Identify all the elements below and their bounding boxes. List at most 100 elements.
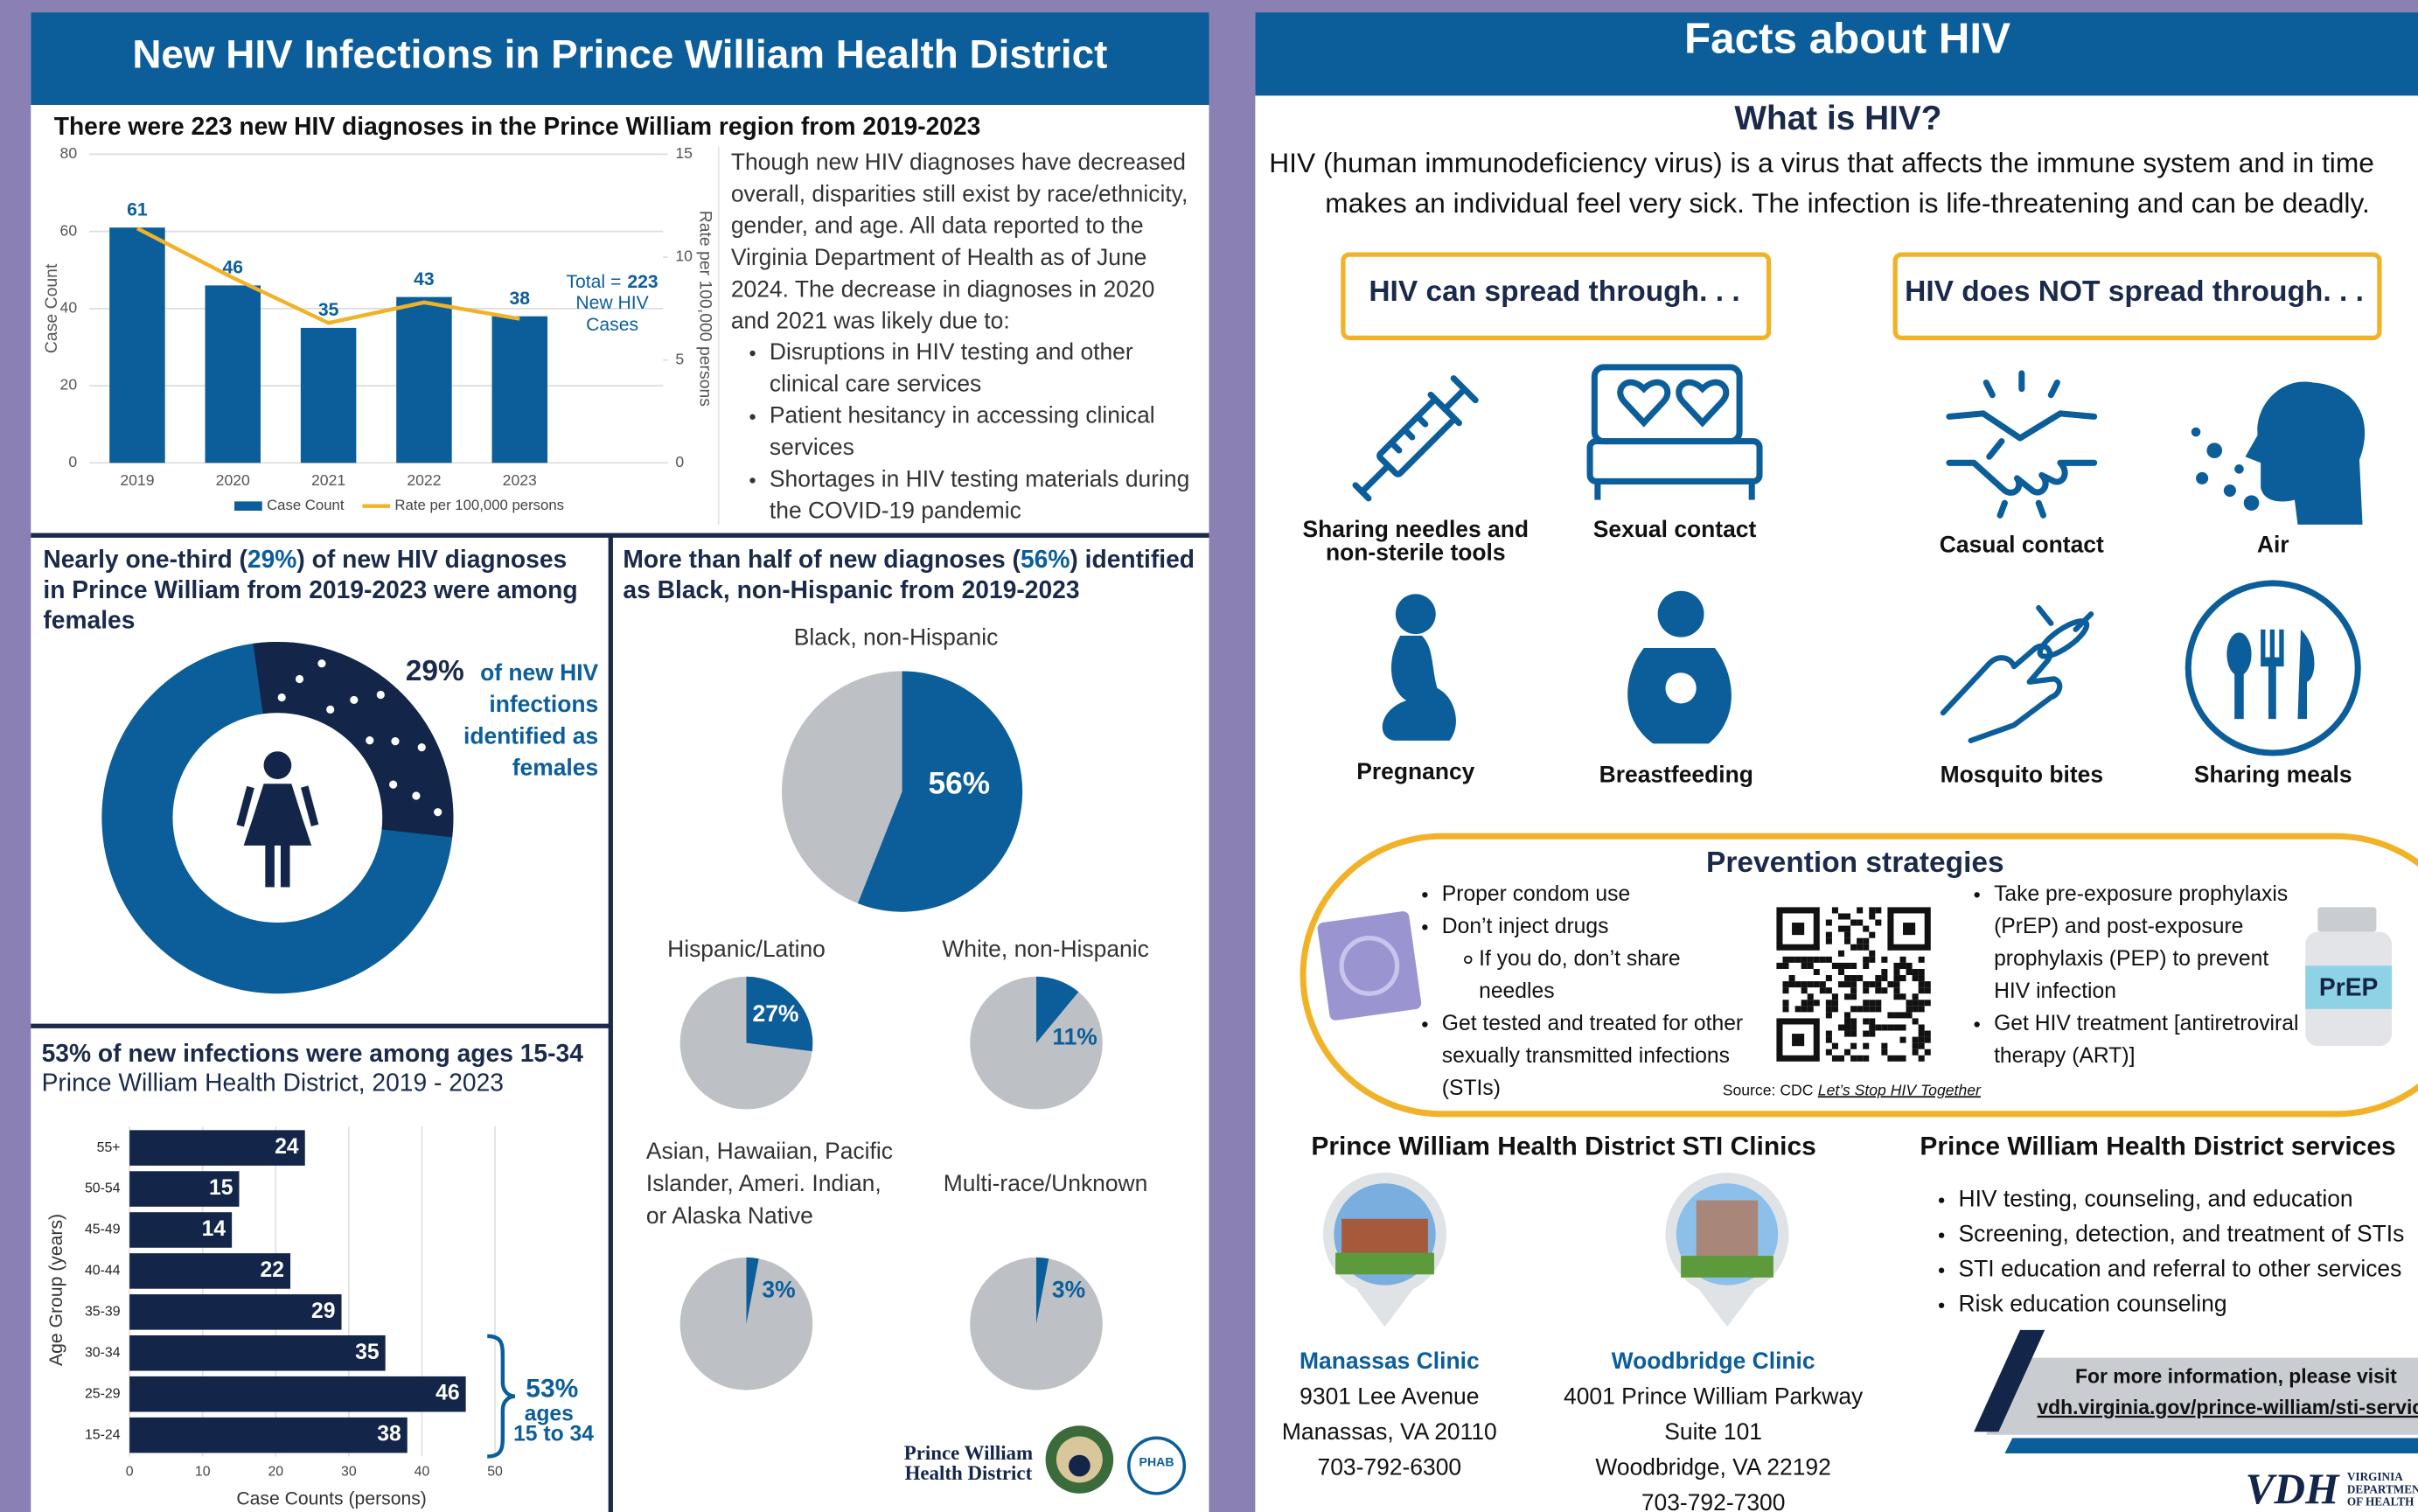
bullet-text: the COVID-19 pandemic [770, 498, 1021, 524]
qr-cell [1820, 987, 1826, 993]
x-tick-label: 50 [487, 1464, 503, 1479]
annotation-text: Cases [586, 315, 638, 335]
chart-title: There were 223 new HIV diagnoses in the … [54, 112, 981, 140]
bullet-dot [1974, 892, 1979, 897]
qr-cell [1863, 981, 1869, 987]
y2-tick-label: 10 [675, 247, 693, 265]
qr-cell [1850, 975, 1857, 981]
meals-icon-part [2270, 630, 2275, 660]
legend-label: Case Count [267, 497, 345, 513]
donut-dot [418, 743, 426, 751]
bullet-text: Proper condom use [1442, 882, 1630, 906]
donut-caption: of new HIV [480, 659, 598, 686]
clinic-pin-part [1697, 1201, 1759, 1259]
qr-cell [1801, 957, 1808, 963]
qr-cell [1795, 1006, 1801, 1012]
data-label: 38 [509, 289, 530, 309]
qr-cell [1875, 1024, 1881, 1030]
qr-cell [1869, 1006, 1875, 1012]
donut-dot [317, 659, 325, 667]
qr-cell [1826, 987, 1832, 993]
qr-cell [1820, 957, 1826, 963]
qr-cell [1838, 981, 1844, 987]
title-highlight: 56% [1021, 546, 1070, 574]
qr-cell [1913, 1006, 1919, 1012]
qr-cell [1875, 920, 1881, 926]
qr-cell [1893, 1056, 1899, 1062]
bullet-text: Don’t inject drugs [1442, 915, 1609, 938]
qr-cell [1838, 969, 1844, 975]
x-tick-label: 2021 [311, 471, 345, 489]
donut-dot [296, 675, 303, 683]
pie-value-label: 27% [753, 1000, 799, 1027]
bullet-dot [1939, 1197, 1944, 1202]
x-tick-label: 2019 [120, 471, 154, 489]
annotation-value: 53% [526, 1375, 578, 1404]
donut-label: 29% [406, 655, 464, 687]
bullet-dot [749, 477, 755, 483]
icon-label: Casual contact [1940, 532, 2104, 558]
qr-cell [1826, 975, 1832, 981]
qr-cell [1881, 1049, 1887, 1056]
donut-caption: identified as [463, 722, 598, 749]
x-tick-label: 2023 [503, 471, 537, 489]
clinic-pin-part [1335, 1253, 1434, 1275]
data-label: 38 [377, 1423, 401, 1446]
bar [109, 227, 164, 463]
icon-label: Breastfeeding [1599, 761, 1753, 787]
qr-cell [1925, 987, 1931, 993]
qr-cell [1881, 969, 1887, 975]
qr-cell [1850, 987, 1857, 993]
y2-tick-label: 5 [675, 350, 684, 367]
y-tick-label: 25-29 [85, 1386, 121, 1401]
qr-cell [1869, 1024, 1875, 1030]
air-icon-part [2224, 484, 2236, 497]
qr-cell [1875, 975, 1881, 981]
qr-cell [1893, 981, 1899, 987]
qr-cell [1863, 987, 1869, 993]
qr-cell [1863, 1043, 1869, 1049]
icon-label: Sexual contact [1593, 516, 1757, 542]
pie-name: Hispanic/Latino [667, 936, 826, 962]
logo-text: Prince William [904, 1442, 1033, 1464]
qr-cell [1863, 957, 1869, 963]
x-tick-label: 0 [126, 1464, 134, 1479]
qr-cell [1875, 1000, 1881, 1006]
qr-finder [1903, 923, 1915, 935]
donut-dot [326, 706, 334, 714]
clinic-detail: 703-792-6300 [1318, 1454, 1462, 1481]
donut-dot [278, 693, 286, 701]
donut-dot [391, 737, 399, 745]
qr-cell [1850, 1024, 1857, 1030]
qr-cell [1863, 938, 1869, 944]
bar [129, 1294, 341, 1330]
qr-cell [1782, 981, 1788, 987]
y-tick-label: 50-54 [85, 1181, 121, 1196]
data-label: 15 [209, 1176, 233, 1200]
qr-cell [1826, 1000, 1832, 1006]
summary-text: gender, and age. All data reported to th… [731, 213, 1144, 239]
annotation-text: Total = [566, 271, 621, 291]
x-tick-label: 40 [415, 1464, 430, 1479]
clinic-detail: 9301 Lee Avenue [1300, 1383, 1479, 1409]
title-text: More than half of new diagnoses ( [623, 546, 1021, 574]
qr-cell [1913, 993, 1919, 1000]
qr-cell [1814, 981, 1820, 987]
data-label: 14 [202, 1217, 226, 1241]
qr-cell [1850, 993, 1857, 1000]
prep-bottle-part [2317, 907, 2376, 931]
bar [492, 317, 547, 463]
vdh-logo-text: OF HEALTH [2347, 1495, 2415, 1508]
qr-cell [1844, 975, 1850, 981]
bullet-text: Patient hesitancy in accessing clinical [770, 402, 1155, 429]
qr-cell [1832, 1000, 1838, 1006]
meals-icon-part [2268, 664, 2276, 720]
info-text: For more information, please visit [2075, 1365, 2397, 1388]
info-link[interactable]: vdh.virginia.gov/prince-william/sti-serv… [2037, 1396, 2418, 1418]
qr-cell [1881, 957, 1887, 963]
qr-cell [1863, 1018, 1869, 1024]
y2-tick-label: 15 [675, 144, 693, 162]
pie-value-label: 56% [929, 766, 991, 800]
meals-icon-part [2279, 630, 2283, 660]
qr-cell [1893, 987, 1899, 993]
